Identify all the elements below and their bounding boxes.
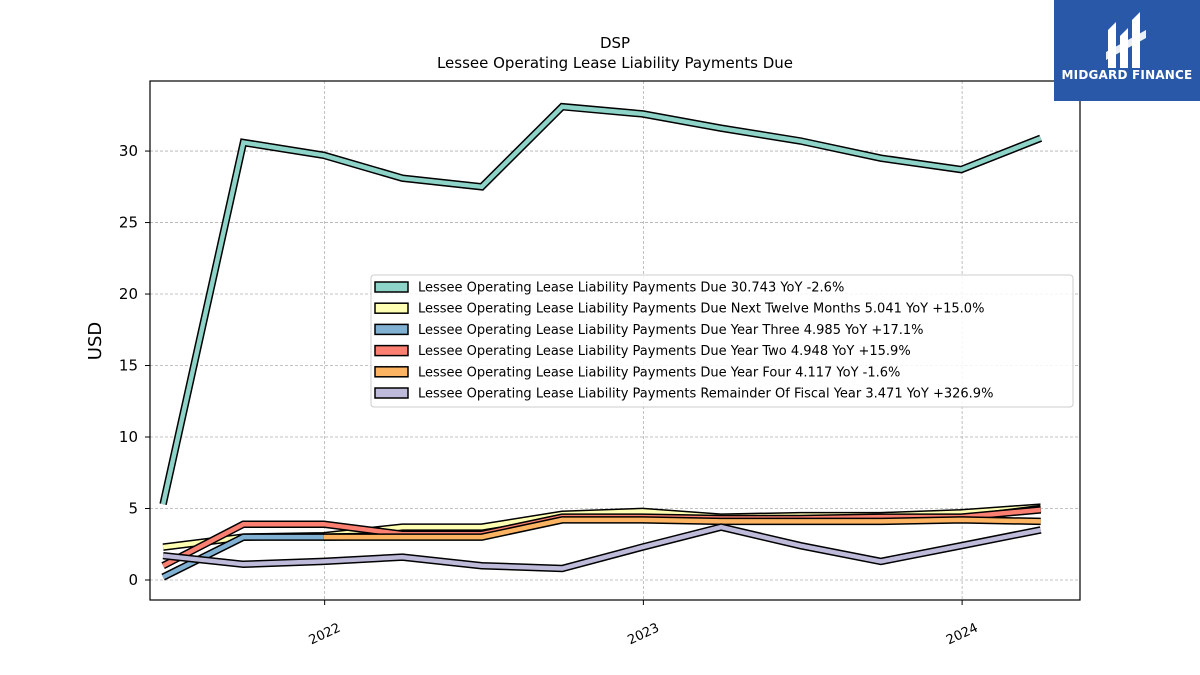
legend-label: Lessee Operating Lease Liability Payment…	[418, 387, 993, 402]
legend-swatch	[374, 366, 409, 378]
legend-label: Lessee Operating Lease Liability Payment…	[418, 302, 984, 317]
plot-frame	[149, 80, 1081, 601]
legend-swatch	[374, 387, 409, 399]
legend-label: Lessee Operating Lease Liability Payment…	[418, 344, 911, 359]
legend-label: Lessee Operating Lease Liability Payment…	[418, 365, 900, 380]
brand-name: MIDGARD FINANCE	[1061, 68, 1193, 82]
x-tick-label: 2022	[307, 621, 343, 649]
legend-label: Lessee Operating Lease Liability Payment…	[418, 281, 844, 296]
chart-subtitle: Lessee Operating Lease Liability Payment…	[437, 54, 793, 72]
legend-swatch	[374, 302, 409, 314]
legend-swatch	[374, 344, 409, 357]
series-line-5	[162, 524, 1042, 571]
legend-label: Lessee Operating Lease Liability Payment…	[418, 323, 924, 338]
y-axis-label: USD	[85, 322, 106, 360]
legend-swatch	[374, 281, 409, 293]
series-line-4	[323, 517, 1041, 540]
y-tick-label: 20	[119, 285, 138, 303]
y-tick-label: 0	[128, 571, 138, 589]
series-line-0	[160, 104, 1042, 505]
y-tick-label: 30	[119, 142, 138, 160]
x-tick-label: 2023	[625, 621, 661, 649]
brand-mark-icon	[1106, 12, 1146, 68]
legend-box	[370, 274, 1074, 408]
chart-title: DSP	[600, 34, 630, 52]
y-tick-label: 10	[119, 428, 138, 446]
y-tick-label: 15	[119, 357, 138, 375]
brand-logo: MIDGARD FINANCE	[1054, 0, 1200, 101]
series-layer	[159, 102, 1043, 581]
legend: Lessee Operating Lease Liability Payment…	[370, 274, 1074, 408]
y-tick-label: 25	[119, 214, 138, 232]
x-tick-label: 2024	[944, 621, 980, 649]
legend-swatch	[374, 323, 409, 336]
y-tick-label: 5	[128, 499, 138, 517]
